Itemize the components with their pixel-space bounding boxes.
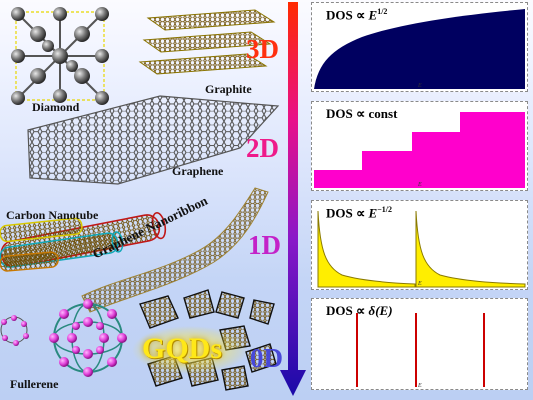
carbon-nanotube-structure — [0, 212, 167, 272]
graphene-nanoribbon-structure — [81, 187, 269, 313]
dos-panel-3d: DOS ∝ E1/2 E — [311, 2, 528, 92]
graphene-label: Graphene — [172, 164, 224, 178]
dos-steps-2d — [314, 112, 525, 188]
fullerene-label: Fullerene — [10, 377, 59, 391]
dimension-label-0d: 0D — [250, 343, 283, 373]
dos-curve-1d — [317, 210, 526, 288]
dimension-label-2d: 2D — [246, 133, 279, 163]
gqds-glow — [132, 326, 248, 374]
dos-title-0d: DOS ∝ δ(E) — [326, 303, 393, 318]
dos-panel-2d: DOS ∝ const E — [311, 101, 528, 191]
materials-illustration — [0, 7, 280, 391]
dos-panel-0d: DOS ∝ δ(E) E — [311, 298, 528, 390]
energy-axis-label-3d: E — [418, 83, 422, 89]
carbon-nanotube-label: Carbon Nanotube — [6, 208, 99, 222]
dos-title-3d: DOS ∝ E1/2 — [326, 7, 388, 23]
diamond-label: Diamond — [32, 100, 80, 114]
dimension-label-1d: 1D — [248, 230, 281, 260]
gqds-label: GQDs — [142, 332, 223, 365]
energy-axis-label-1d: E — [418, 281, 422, 287]
energy-axis-label-2d: E — [418, 182, 422, 188]
dimension-arrow — [280, 2, 306, 396]
graphite-label: Graphite — [205, 82, 252, 96]
dos-title-2d: DOS ∝ const — [326, 106, 398, 121]
energy-axis-label-0d: E — [418, 383, 422, 389]
dimension-label-3d: 3D — [246, 34, 279, 64]
graphene-structure — [27, 95, 280, 185]
fullerene-structure — [49, 299, 127, 377]
dos-curve-3d — [314, 9, 525, 89]
dos-panel-1d: DOS ∝ E−1/2 E — [311, 200, 528, 290]
diamond-structure — [11, 7, 109, 105]
dos-title-1d: DOS ∝ E−1/2 — [326, 205, 392, 221]
graphite-structure — [138, 9, 276, 75]
small-fullerene-structure — [0, 315, 29, 346]
dos-delta-0d — [356, 313, 485, 387]
